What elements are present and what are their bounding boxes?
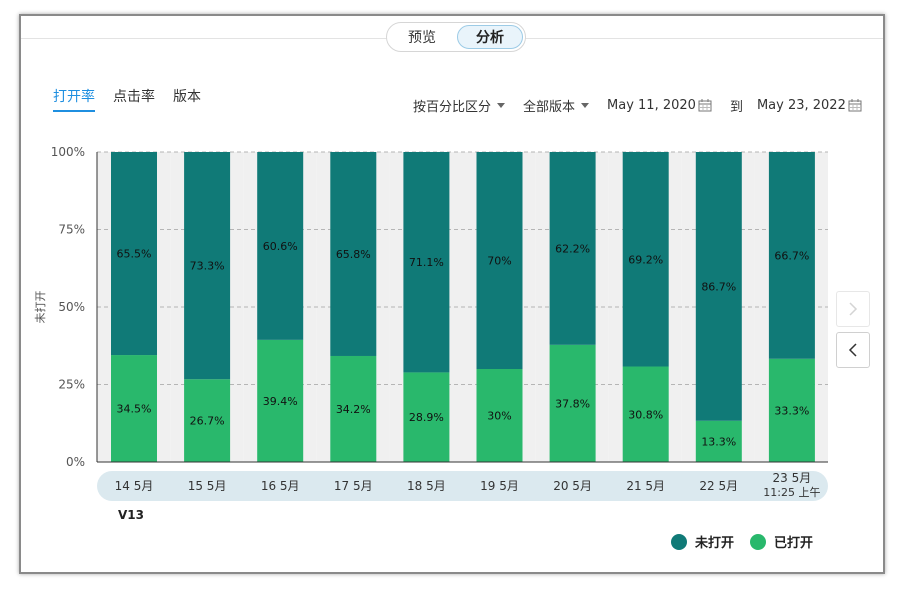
legend-label-unopened: 未打开 [695,536,735,551]
y-axis-title: 未打开 [33,291,47,324]
calendar-icon [848,99,862,112]
prev-page-button[interactable] [836,332,870,368]
tab-version[interactable]: 版本 [173,89,201,105]
data-label-unopened: 62.2% [555,242,590,255]
chevron-down-icon [497,103,506,108]
bar-opened [695,420,742,462]
split-mode-dropdown[interactable]: 按百分比区分 [413,96,506,115]
split-mode-label: 按百分比区分 [413,100,492,115]
bar-unopened [549,152,596,345]
x-tick-label: 18 5月 [407,479,446,493]
x-tick-sublabel: 11:25 上午 [763,486,820,499]
y-tick-label: 25% [58,378,85,392]
data-label-opened: 28.9% [409,411,444,424]
data-label-opened: 33.3% [774,404,809,417]
x-tick-label: 17 5月 [334,479,373,493]
bar-unopened [403,152,450,373]
date-to-field[interactable]: May 23, 2022 [757,98,862,113]
tab-open-rate[interactable]: 打开率 [53,86,95,112]
bar-unopened [768,152,815,359]
chevron-down-icon [581,103,590,108]
bar-unopened [257,152,304,340]
data-label-opened: 30.8% [628,408,663,421]
y-tick-label: 100% [51,145,85,159]
analysis-tab[interactable]: 分析 [457,25,523,49]
bar-unopened [330,152,377,356]
bar-opened [403,372,450,462]
bar-unopened [695,152,742,421]
x-axis-band [97,471,828,501]
data-label-opened: 37.8% [555,397,590,410]
data-label-unopened: 86.7% [701,280,736,293]
x-tick-label: 22 5月 [699,479,738,493]
data-label-opened: 13.3% [701,435,736,448]
bar-opened [184,379,231,462]
data-label-unopened: 71.1% [409,256,444,269]
bar-opened [111,355,157,462]
data-label-unopened: 69.2% [628,253,663,266]
chart-legend: 未打开 已打开 [671,532,829,551]
metric-tabs: 打开率 点击率 版本 [53,86,201,112]
next-page-button[interactable] [836,291,870,327]
legend-swatch-unopened [671,533,687,550]
chevron-left-icon [848,343,857,357]
version-dropdown[interactable]: 全部版本 [523,96,590,115]
date-range-separator: 到 [729,100,743,115]
version-label: V13 [118,508,144,522]
legend-label-opened: 已打开 [774,536,814,551]
data-label-opened: 39.4% [263,395,298,408]
date-to-value: May 23, 2022 [756,98,846,113]
x-tick-label: 16 5月 [261,479,300,493]
x-tick-label: 15 5月 [188,479,227,493]
data-label-opened: 26.7% [190,415,225,428]
x-tick-label: 21 5月 [626,479,665,493]
bar-unopened [476,152,523,369]
bar-unopened [622,152,669,367]
x-tick-label: 19 5月 [480,479,519,493]
data-label-opened: 30% [487,410,511,423]
legend-item-unopened[interactable]: 未打开 [671,532,734,551]
bar-opened [476,369,523,462]
date-from-value: May 11, 2020 [607,98,696,113]
date-from-field[interactable]: May 11, 2020 [607,98,712,113]
data-label-unopened: 66.7% [774,249,809,262]
preview-tab[interactable]: 预览 [408,30,436,46]
data-label-opened: 34.2% [336,403,371,416]
bar-opened [257,339,304,462]
view-toggle: 预览 分析 [386,22,526,52]
legend-item-opened[interactable]: 已打开 [750,532,813,551]
x-tick-label: 14 5月 [115,479,154,493]
calendar-icon [698,99,712,112]
y-tick-label: 50% [58,300,85,314]
bar-opened [549,344,596,462]
filter-bar: 按百分比区分 全部版本 May 11, 2020 到 May 23, 2022 [413,96,862,115]
bar-unopened [111,152,157,356]
bar-opened [330,355,377,462]
chevron-right-icon [849,302,858,316]
data-label-unopened: 65.5% [117,248,152,261]
data-label-unopened: 70% [487,255,511,268]
x-tick-label: 23 5月 [773,471,812,485]
data-label-unopened: 73.3% [190,260,225,273]
tab-click-rate[interactable]: 点击率 [113,89,155,105]
data-label-unopened: 60.6% [263,240,298,253]
bar-unopened [184,152,231,380]
bar-opened [622,366,669,462]
x-tick-label: 20 5月 [553,479,592,493]
data-label-opened: 34.5% [117,403,152,416]
version-filter-label: 全部版本 [523,100,576,115]
legend-swatch-opened [750,533,767,550]
y-tick-label: 75% [58,223,85,237]
y-tick-label: 0% [66,455,85,469]
data-label-unopened: 65.8% [336,248,371,261]
bar-opened [768,358,815,462]
